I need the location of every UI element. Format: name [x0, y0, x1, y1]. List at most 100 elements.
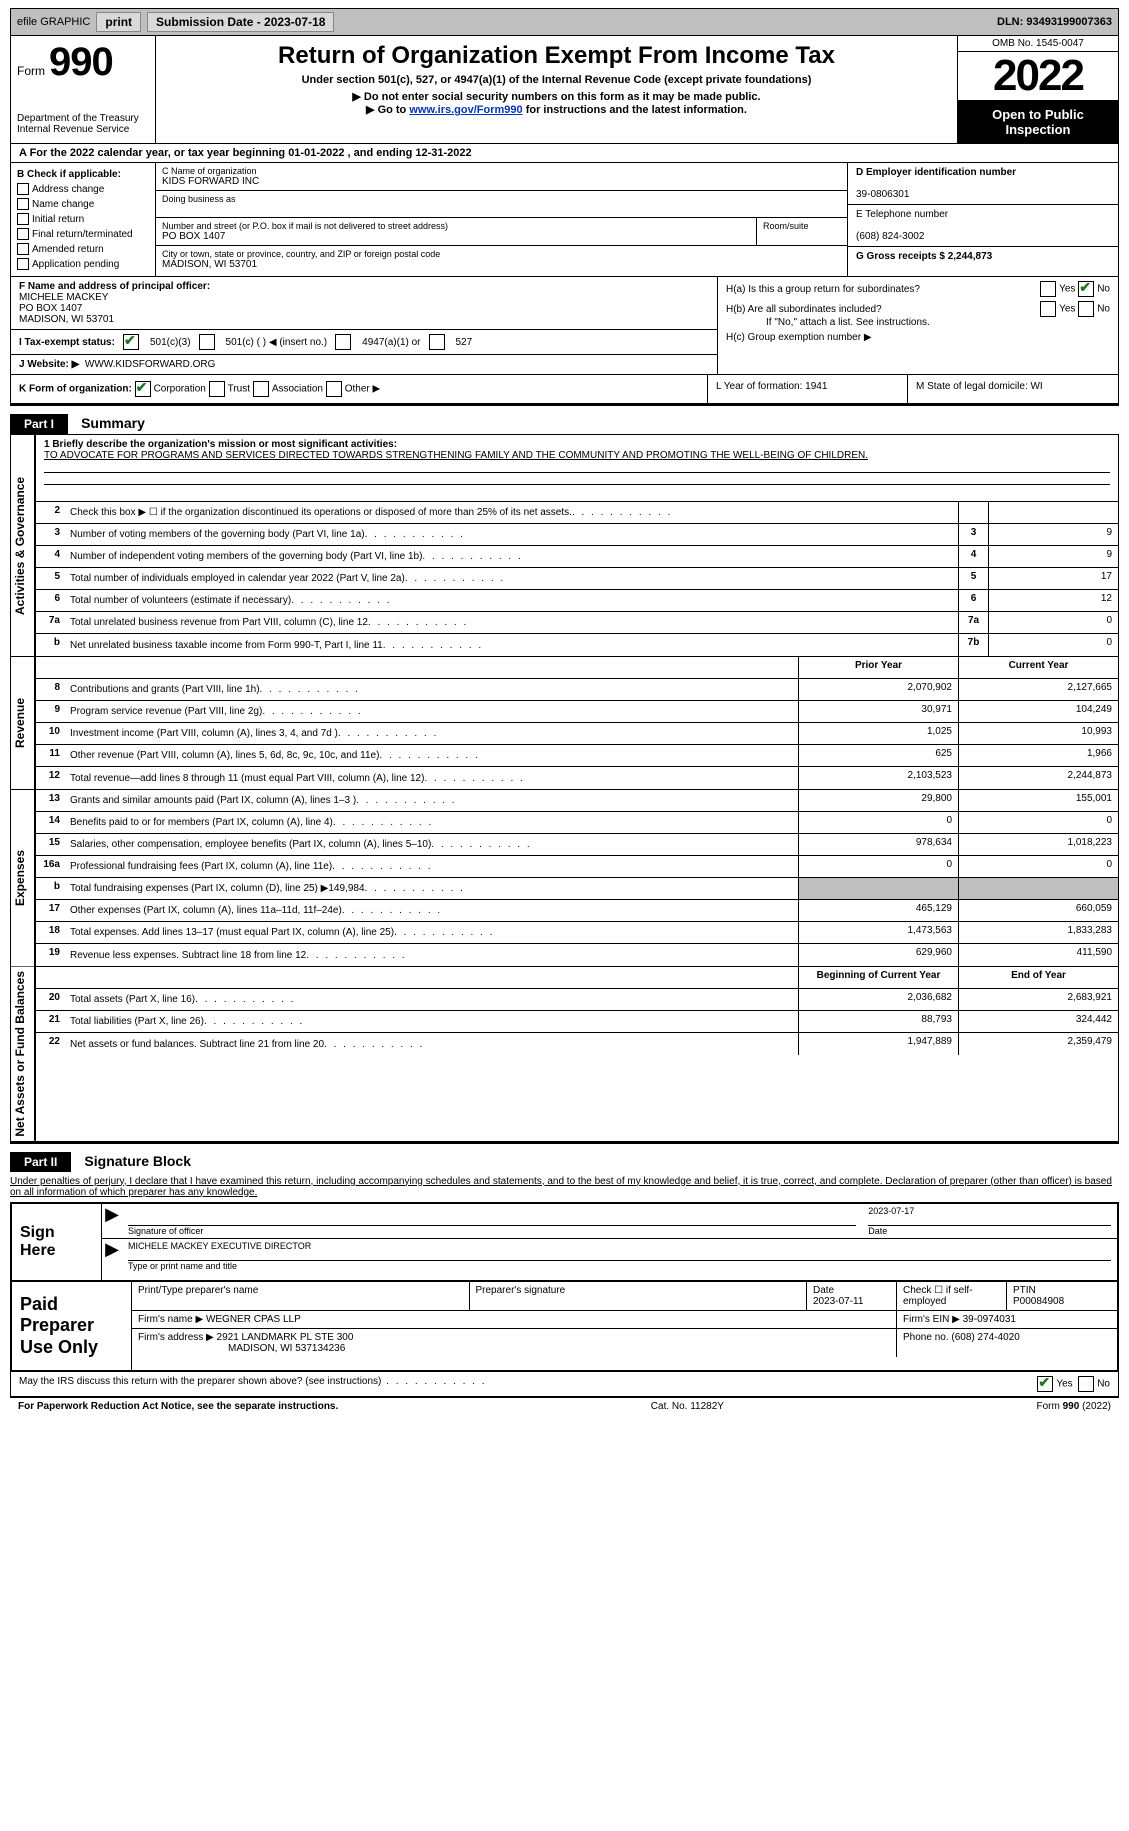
- vtab-netassets: Net Assets or Fund Balances: [11, 967, 35, 1141]
- prep-date-label: Date: [813, 1285, 834, 1296]
- officer-name: MICHELE MACKEY: [19, 292, 108, 303]
- city-label: City or town, state or province, country…: [162, 249, 841, 259]
- city-value: MADISON, WI 53701: [162, 259, 841, 270]
- cb-4947[interactable]: [335, 334, 351, 350]
- officer-addr1: PO BOX 1407: [19, 303, 82, 314]
- irs-label: Internal Revenue Service: [17, 124, 149, 135]
- summary-line: 2Check this box ▶ ☐ if the organization …: [36, 502, 1118, 524]
- print-button[interactable]: print: [96, 12, 141, 32]
- part1-tag: Part I: [10, 414, 68, 434]
- form-title: Return of Organization Exempt From Incom…: [164, 42, 949, 70]
- goto-line: ▶ Go to www.irs.gov/Form990 for instruct…: [164, 103, 949, 116]
- part1-title: Summary: [71, 415, 145, 431]
- end-year-header: End of Year: [958, 967, 1118, 988]
- cb-name-change[interactable]: [17, 198, 29, 210]
- gross-receipts: G Gross receipts $ 2,244,873: [856, 251, 992, 262]
- firm-ein-label: Firm's EIN ▶: [903, 1314, 960, 1325]
- sig-name-value: MICHELE MACKEY EXECUTIVE DIRECTOR: [128, 1241, 1111, 1261]
- summary-line: 14Benefits paid to or for members (Part …: [36, 812, 1118, 834]
- firm-addr-label: Firm's address ▶: [138, 1332, 214, 1343]
- sig-date-value: 2023-07-17: [868, 1206, 1111, 1226]
- summary-line: 8Contributions and grants (Part VIII, li…: [36, 679, 1118, 701]
- begin-year-header: Beginning of Current Year: [798, 967, 958, 988]
- mission-label: 1 Briefly describe the organization's mi…: [44, 439, 397, 450]
- cb-assoc[interactable]: [253, 381, 269, 397]
- website-value: WWW.KIDSFORWARD.ORG: [85, 359, 216, 370]
- cb-final-return[interactable]: [17, 228, 29, 240]
- cb-corp[interactable]: [135, 381, 151, 397]
- summary-line: 6Total number of volunteers (estimate if…: [36, 590, 1118, 612]
- room-label: Room/suite: [763, 221, 841, 231]
- summary-line: 13Grants and similar amounts paid (Part …: [36, 790, 1118, 812]
- cb-address-change[interactable]: [17, 183, 29, 195]
- form-subtitle: Under section 501(c), 527, or 4947(a)(1)…: [164, 74, 949, 86]
- summary-line: 3Number of voting members of the governi…: [36, 524, 1118, 546]
- summary-line: 18Total expenses. Add lines 13–17 (must …: [36, 922, 1118, 944]
- officer-label: F Name and address of principal officer:: [19, 281, 210, 292]
- efile-label: efile GRAPHIC: [17, 16, 90, 28]
- hb-label: H(b) Are all subordinates included?: [726, 304, 882, 315]
- sig-arrow-icon: ▶: [102, 1204, 122, 1238]
- state-domicile: M State of legal domicile: WI: [908, 375, 1118, 403]
- cb-527[interactable]: [429, 334, 445, 350]
- cb-trust[interactable]: [209, 381, 225, 397]
- cb-irs-yes[interactable]: [1037, 1376, 1053, 1392]
- tax-year: 2022: [958, 52, 1118, 100]
- footer-right: Form 990 (2022): [1037, 1401, 1111, 1412]
- sig-name-label: Type or print name and title: [128, 1261, 237, 1271]
- sig-arrow-icon-2: ▶: [102, 1239, 122, 1273]
- summary-activities: 1 Briefly describe the organization's mi…: [36, 435, 1118, 656]
- sig-date-label: Date: [868, 1226, 887, 1236]
- org-name: KIDS FORWARD INC: [162, 176, 841, 187]
- tax-status-label: I Tax-exempt status:: [19, 337, 115, 348]
- summary-line: 15Salaries, other compensation, employee…: [36, 834, 1118, 856]
- summary-line: 16aProfessional fundraising fees (Part I…: [36, 856, 1118, 878]
- perjury-text: Under penalties of perjury, I declare th…: [10, 1172, 1119, 1202]
- summary-line: 5Total number of individuals employed in…: [36, 568, 1118, 590]
- summary-netassets: Beginning of Current Year End of Year 20…: [36, 967, 1118, 1141]
- prep-self-emp: Check ☐ if self-employed: [903, 1285, 973, 1307]
- summary-line: 9Program service revenue (Part VIII, lin…: [36, 701, 1118, 723]
- paid-preparer-label: Paid Preparer Use Only: [12, 1282, 132, 1371]
- ein-value: 39-0806301: [856, 189, 909, 200]
- cb-501c3[interactable]: [123, 334, 139, 350]
- current-year-header: Current Year: [958, 657, 1118, 678]
- summary-line: 20Total assets (Part X, line 16)2,036,68…: [36, 989, 1118, 1011]
- warning-line: ▶ Do not enter social security numbers o…: [164, 90, 949, 103]
- cb-app-pending[interactable]: [17, 258, 29, 270]
- summary-line: bTotal fundraising expenses (Part IX, co…: [36, 878, 1118, 900]
- sign-here-label: Sign Here: [12, 1204, 102, 1280]
- hc-label: H(c) Group exemption number ▶: [726, 332, 1110, 343]
- cb-hb-yes[interactable]: [1040, 301, 1056, 317]
- irs-link[interactable]: www.irs.gov/Form990: [409, 104, 522, 116]
- summary-line: bNet unrelated business taxable income f…: [36, 634, 1118, 656]
- cb-initial-return[interactable]: [17, 213, 29, 225]
- summary-revenue: Prior Year Current Year 8Contributions a…: [36, 657, 1118, 789]
- ein-label: D Employer identification number: [856, 167, 1016, 178]
- vtab-revenue: Revenue: [11, 657, 35, 789]
- cb-amended[interactable]: [17, 243, 29, 255]
- cb-irs-no[interactable]: [1078, 1376, 1094, 1392]
- submission-date-button[interactable]: Submission Date - 2023-07-18: [147, 12, 334, 32]
- summary-expenses: 13Grants and similar amounts paid (Part …: [36, 790, 1118, 966]
- cb-other[interactable]: [326, 381, 342, 397]
- form-number: Form 990: [17, 40, 149, 85]
- dln-label: DLN: 93493199007363: [997, 16, 1112, 28]
- cb-hb-no[interactable]: [1078, 301, 1094, 317]
- cb-ha-yes[interactable]: [1040, 281, 1056, 297]
- hb-note: If "No," attach a list. See instructions…: [726, 317, 1110, 328]
- cb-ha-no[interactable]: [1078, 281, 1094, 297]
- col-b-checkboxes: B Check if applicable: Address change Na…: [11, 163, 156, 276]
- officer-addr2: MADISON, WI 53701: [19, 314, 114, 325]
- cb-501c[interactable]: [199, 334, 215, 350]
- summary-line: 10Investment income (Part VIII, column (…: [36, 723, 1118, 745]
- summary-line: 19Revenue less expenses. Subtract line 1…: [36, 944, 1118, 966]
- footer-left: For Paperwork Reduction Act Notice, see …: [18, 1401, 338, 1412]
- year-formation: L Year of formation: 1941: [708, 375, 908, 403]
- mission-text: TO ADVOCATE FOR PROGRAMS AND SERVICES DI…: [44, 450, 868, 461]
- addr-label: Number and street (or P.O. box if mail i…: [162, 221, 750, 231]
- summary-line: 11Other revenue (Part VIII, column (A), …: [36, 745, 1118, 767]
- summary-line: 12Total revenue—add lines 8 through 11 (…: [36, 767, 1118, 789]
- may-irs-text: May the IRS discuss this return with the…: [19, 1376, 1037, 1392]
- summary-line: 7aTotal unrelated business revenue from …: [36, 612, 1118, 634]
